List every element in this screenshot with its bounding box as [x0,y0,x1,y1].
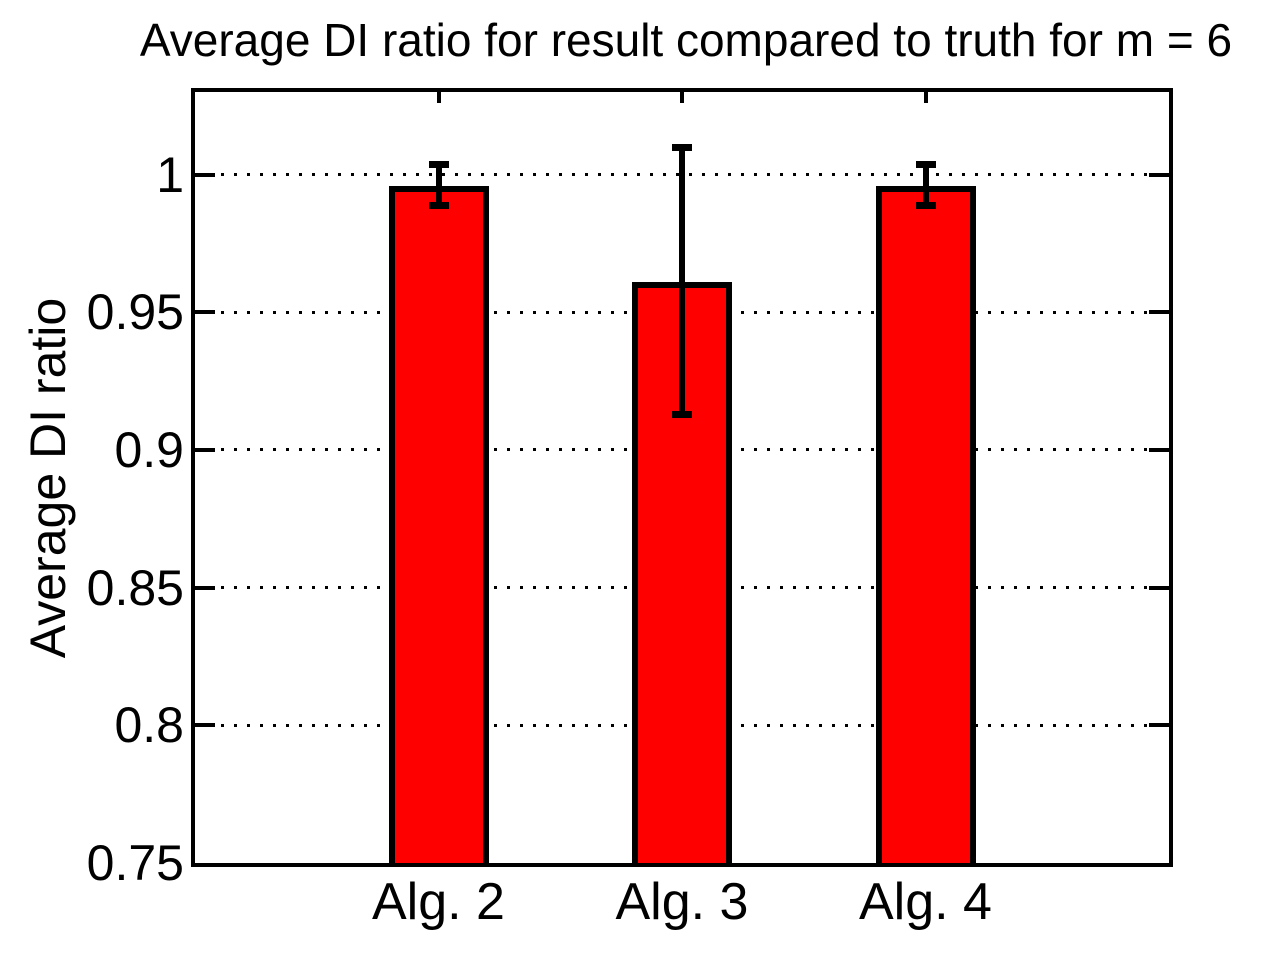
y-tick-mark-left [195,723,215,728]
y-tick-label: 1 [156,146,184,203]
y-tick-mark-left [195,447,215,452]
x-tick-label-alg-2: Alg. 2 [372,873,505,931]
error-bar-line-alg-4 [922,163,929,205]
y-tick-mark-left [195,172,215,177]
x-tick-label-alg-4: Alg. 4 [859,873,992,931]
bar-alg-4 [875,185,976,863]
x-tick-label-alg-3: Alg. 3 [615,873,749,931]
error-bar-line-alg-3 [679,147,685,415]
y-tick-mark-right [1149,447,1169,452]
y-tick-mark-left [195,310,215,315]
y-tick-mark-left [195,585,215,590]
bar-alg-2 [388,185,489,863]
error-bar-bottom-cap-alg-3 [672,411,692,419]
error-bar-line-alg-2 [435,163,442,205]
x-tick-mark-top [680,92,684,103]
y-tick-mark-right [1149,172,1169,177]
plot-area [191,88,1173,867]
error-bar-bottom-cap-alg-4 [915,201,936,209]
y-tick-mark-right [1149,310,1169,315]
y-tick-label: 0.85 [86,559,184,616]
error-bar-top-cap-alg-2 [428,160,449,168]
y-tick-label: 0.95 [86,284,184,341]
error-bar-top-cap-alg-4 [915,160,936,168]
y-tick-mark-right [1149,723,1169,728]
x-tick-mark-top [436,92,441,103]
y-tick-label: 0.8 [114,697,184,754]
error-bar-top-cap-alg-3 [672,144,692,152]
x-tick-mark-top [923,92,928,103]
y-tick-label: 0.9 [114,421,184,478]
error-bar-bottom-cap-alg-2 [428,201,449,209]
bar-alg-3 [632,281,732,863]
y-tick-mark-right [1149,585,1169,590]
chart-title: Average DI ratio for result compared to … [139,14,1233,66]
y-tick-label: 0.75 [86,835,184,891]
